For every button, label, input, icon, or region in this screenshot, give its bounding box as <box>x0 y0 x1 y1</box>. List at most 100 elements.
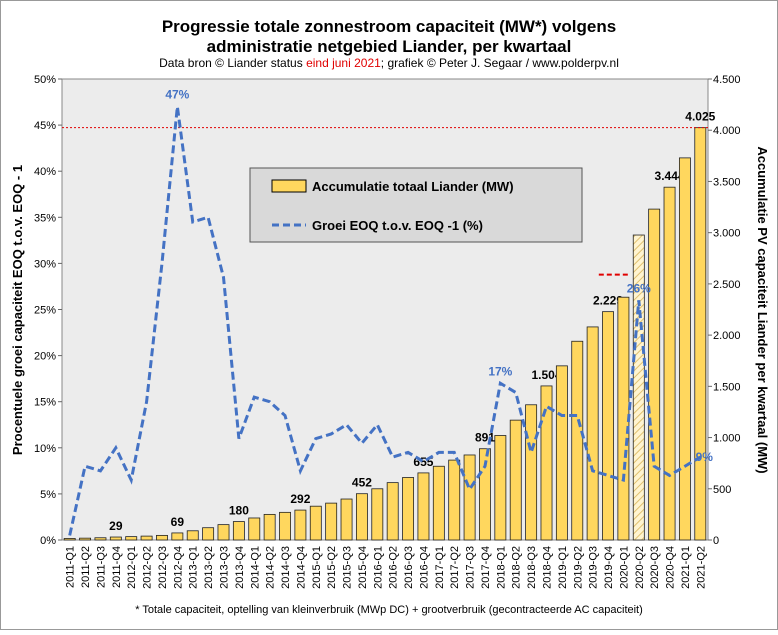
y2-tick-label: 500 <box>713 484 731 496</box>
legend: Accumulatie totaal Liander (MW) Groei EO… <box>249 167 583 243</box>
bar <box>432 465 445 541</box>
legend-label: Accumulatie totaal Liander (MW) <box>312 179 514 194</box>
x-tick-label: 2020-Q3 <box>649 546 661 589</box>
bar <box>509 419 522 541</box>
bar <box>248 517 261 541</box>
y2-tick-label: 1.000 <box>713 433 741 445</box>
bar <box>109 536 122 541</box>
y-tick-label: 20% <box>34 351 56 363</box>
bar-value-label: 292 <box>290 492 310 506</box>
bar-value-label: 4.025 <box>685 110 715 124</box>
bar-value-label: 29 <box>109 519 123 533</box>
x-tick-label: 2012-Q4 <box>172 546 184 589</box>
bar <box>94 537 107 541</box>
y2-tick-label: 1.500 <box>713 381 741 393</box>
bar <box>156 534 168 541</box>
bar <box>663 186 676 541</box>
x-tick-label: 2018-Q1 <box>495 546 507 589</box>
x-tick-label: 2014-Q4 <box>295 546 307 589</box>
x-tick-label: 2020-Q2 <box>634 546 646 589</box>
title: administratie netgebied Liander, per kwa… <box>207 37 572 56</box>
y2-tick-label: 0 <box>713 535 719 547</box>
y-tick-label: 25% <box>34 305 56 317</box>
bar <box>202 527 215 541</box>
line-value-label: 26% <box>627 281 651 295</box>
bar <box>309 505 322 541</box>
bar <box>632 234 645 541</box>
line-value-label: 47% <box>165 88 189 102</box>
x-tick-label: 2017-Q1 <box>434 546 446 589</box>
y-tick-label: 45% <box>34 120 56 132</box>
x-tick-label: 2012-Q1 <box>126 546 138 589</box>
x-tick-label: 2015-Q4 <box>357 546 369 589</box>
x-tick-label: 2016-Q4 <box>418 546 430 589</box>
y-tick-label: 0% <box>40 535 56 547</box>
y-tick-label: 40% <box>34 166 56 178</box>
x-tick-label: 2016-Q2 <box>388 546 400 589</box>
bar <box>294 509 307 541</box>
bar <box>340 498 353 541</box>
bar-value-label: 1.504 <box>531 368 561 382</box>
line-value-label: 17% <box>488 364 512 378</box>
bar <box>694 127 707 541</box>
bar <box>63 538 76 541</box>
x-tick-label: 2014-Q3 <box>280 546 292 589</box>
x-tick-label: 2011-Q4 <box>111 546 123 588</box>
bar <box>479 448 491 541</box>
x-tick-label: 2017-Q2 <box>449 546 461 589</box>
x-tick-label: 2015-Q1 <box>311 546 323 589</box>
bar <box>602 311 614 541</box>
x-tick-label: 2018-Q3 <box>526 546 538 589</box>
bar <box>586 326 599 541</box>
bar-value-label: 452 <box>352 476 372 490</box>
x-tick-label: 2019-Q4 <box>603 546 615 589</box>
bar-value-label: 180 <box>229 504 249 518</box>
title: Progressie totale zonnestroom capaciteit… <box>162 17 616 36</box>
y-tick-label: 10% <box>34 443 56 455</box>
x-tick-label: 2013-Q2 <box>203 546 215 589</box>
y2-tick-label: 3.500 <box>713 176 741 188</box>
y-tick-label: 50% <box>34 74 56 86</box>
bar <box>540 385 553 541</box>
footnote: * Totale capaciteit, optelling van klein… <box>135 604 643 616</box>
bar <box>186 530 199 541</box>
x-tick-label: 2012-Q3 <box>157 546 169 589</box>
y2-tick-label: 2.500 <box>713 279 741 291</box>
bar <box>125 536 138 541</box>
x-tick-label: 2018-Q2 <box>511 546 523 589</box>
plot-area <box>61 78 709 541</box>
x-tick-label: 2013-Q4 <box>234 546 246 589</box>
y2-tick-label: 2.000 <box>713 330 741 342</box>
y-tick-label: 30% <box>34 258 56 270</box>
bar <box>448 459 461 541</box>
bar <box>555 365 568 541</box>
subtitle-part: Data bron © Liander status <box>159 56 306 70</box>
y-tick-label: 15% <box>34 397 56 409</box>
bar <box>79 537 92 541</box>
bar <box>171 532 184 541</box>
bar <box>140 535 153 541</box>
x-tick-label: 2013-Q1 <box>188 546 200 589</box>
bar <box>571 340 584 541</box>
x-tick-label: 2019-Q3 <box>588 546 600 589</box>
bar <box>232 521 245 541</box>
bar <box>678 157 691 541</box>
bar <box>371 488 384 541</box>
y2-tick-label: 4.000 <box>713 125 741 137</box>
bar <box>279 511 291 541</box>
bar <box>648 208 661 541</box>
bar <box>263 513 276 541</box>
x-tick-label: 2016-Q3 <box>403 546 415 589</box>
subtitle-part: ; grafiek © Peter J. Segaar / www.polder… <box>381 56 619 70</box>
line <box>68 106 702 536</box>
subtitle-part: eind juni 2021 <box>306 56 381 70</box>
x-tick-label: 2011-Q1 <box>65 546 77 588</box>
x-tick-label: 2014-Q2 <box>265 546 277 589</box>
x-tick-label: 2017-Q3 <box>465 546 477 589</box>
y-axis-title: Procentuele groei capaciteit EOQ t.o.v. … <box>10 165 25 455</box>
x-tick-label: 2021-Q1 <box>680 546 692 589</box>
legend-label: Groei EOQ t.o.v. EOQ -1 (%) <box>312 218 483 233</box>
bar-value-label: 3.444 <box>655 169 685 183</box>
bar <box>525 404 538 541</box>
